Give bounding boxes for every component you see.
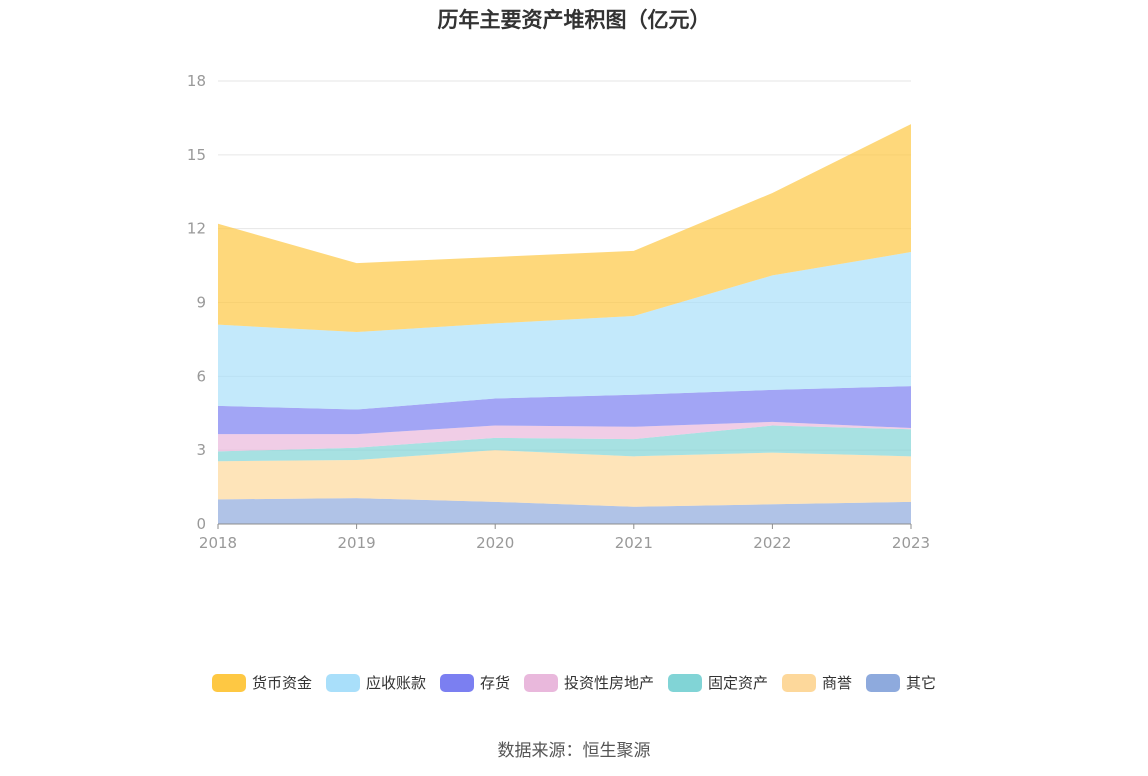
y-tick-label: 3 [196,441,206,459]
legend-swatch [782,673,817,692]
x-tick-label: 2023 [892,534,930,552]
y-tick-label: 12 [187,220,206,238]
legend-label: 应收账款 [365,674,426,692]
area-series-1 [218,450,911,507]
axis-layer: 0 3 6 9 12 15 18 2018 2019 2020 2021 2022 2023 [187,72,930,552]
x-tick-label: 2018 [199,534,237,552]
legend-swatch [866,673,901,692]
legend-label: 投资性房地产 [563,674,654,692]
legend-swatch [668,673,702,692]
area-series-5 [218,252,911,410]
legend-label: 存货 [479,674,510,692]
legend: 货币资金 应收账款 存货 投资性房地产 固定资产 商誉 其它 [0,672,1148,693]
x-tick-label: 2022 [753,534,791,552]
chart-title: 历年主要资产堆积图（亿元） [437,8,711,32]
legend-item[interactable]: 商誉 [782,672,852,693]
legend-item[interactable]: 货币资金 [211,672,312,693]
legend-item[interactable]: 其它 [866,672,936,693]
x-tick-label: 2019 [338,534,376,552]
area-series-3 [218,421,911,452]
legend-item[interactable]: 应收账款 [325,672,426,693]
legend-swatch [211,673,246,692]
y-tick-label: 15 [187,146,206,164]
y-tick-label: 9 [196,294,206,312]
area-series-6 [218,124,911,333]
x-tick-label: 2020 [476,534,514,552]
x-tick-label: 2021 [615,534,653,552]
area-series-2 [218,425,911,462]
y-tick-label: 0 [196,515,206,533]
legend-item[interactable]: 固定资产 [668,672,768,693]
y-tick-label: 6 [196,367,206,385]
legend-swatch [523,673,558,692]
legend-label: 商誉 [822,674,853,692]
legend-label: 固定资产 [708,674,769,692]
area-series-4 [218,386,911,435]
legend-label: 货币资金 [251,674,312,692]
legend-item[interactable]: 投资性房地产 [523,672,654,693]
y-tick-label: 18 [187,72,206,90]
legend-swatch [325,673,360,692]
legend-label: 其它 [906,674,937,692]
source-note: 数据来源：恒生聚源 [497,741,651,761]
area-series-0 [218,498,911,524]
legend-swatch [439,673,474,692]
area-layer [218,124,911,524]
legend-item[interactable]: 存货 [439,672,510,693]
